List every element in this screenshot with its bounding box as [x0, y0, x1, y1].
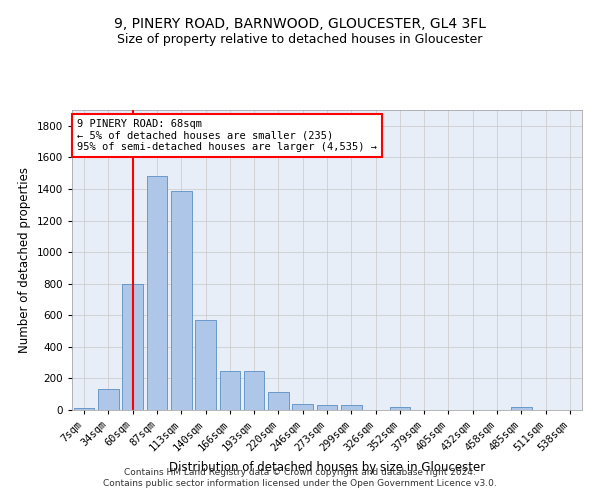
Bar — [268, 392, 289, 410]
Bar — [74, 408, 94, 410]
Bar — [195, 320, 216, 410]
Bar — [98, 390, 119, 410]
Bar — [244, 370, 265, 410]
Bar — [511, 407, 532, 410]
X-axis label: Distribution of detached houses by size in Gloucester: Distribution of detached houses by size … — [169, 461, 485, 474]
Bar — [292, 404, 313, 410]
Text: 9 PINERY ROAD: 68sqm
← 5% of detached houses are smaller (235)
95% of semi-detac: 9 PINERY ROAD: 68sqm ← 5% of detached ho… — [77, 119, 377, 152]
Bar — [389, 407, 410, 410]
Bar — [146, 176, 167, 410]
Bar — [220, 370, 240, 410]
Y-axis label: Number of detached properties: Number of detached properties — [18, 167, 31, 353]
Bar — [341, 406, 362, 410]
Text: Size of property relative to detached houses in Gloucester: Size of property relative to detached ho… — [118, 32, 482, 46]
Bar — [171, 192, 191, 410]
Bar — [317, 406, 337, 410]
Text: 9, PINERY ROAD, BARNWOOD, GLOUCESTER, GL4 3FL: 9, PINERY ROAD, BARNWOOD, GLOUCESTER, GL… — [114, 18, 486, 32]
Text: Contains HM Land Registry data © Crown copyright and database right 2024.
Contai: Contains HM Land Registry data © Crown c… — [103, 468, 497, 487]
Bar — [122, 284, 143, 410]
